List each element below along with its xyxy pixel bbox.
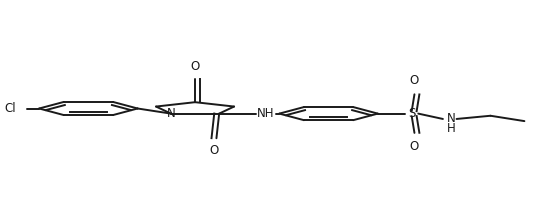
Text: N: N: [167, 107, 176, 120]
Text: Cl: Cl: [4, 102, 15, 115]
Text: O: O: [209, 144, 219, 157]
Text: N: N: [447, 112, 455, 125]
Text: NH: NH: [257, 107, 274, 120]
Text: O: O: [190, 60, 200, 73]
Text: O: O: [410, 74, 419, 87]
Text: H: H: [447, 122, 455, 135]
Text: S: S: [408, 107, 416, 120]
Text: O: O: [410, 140, 419, 153]
